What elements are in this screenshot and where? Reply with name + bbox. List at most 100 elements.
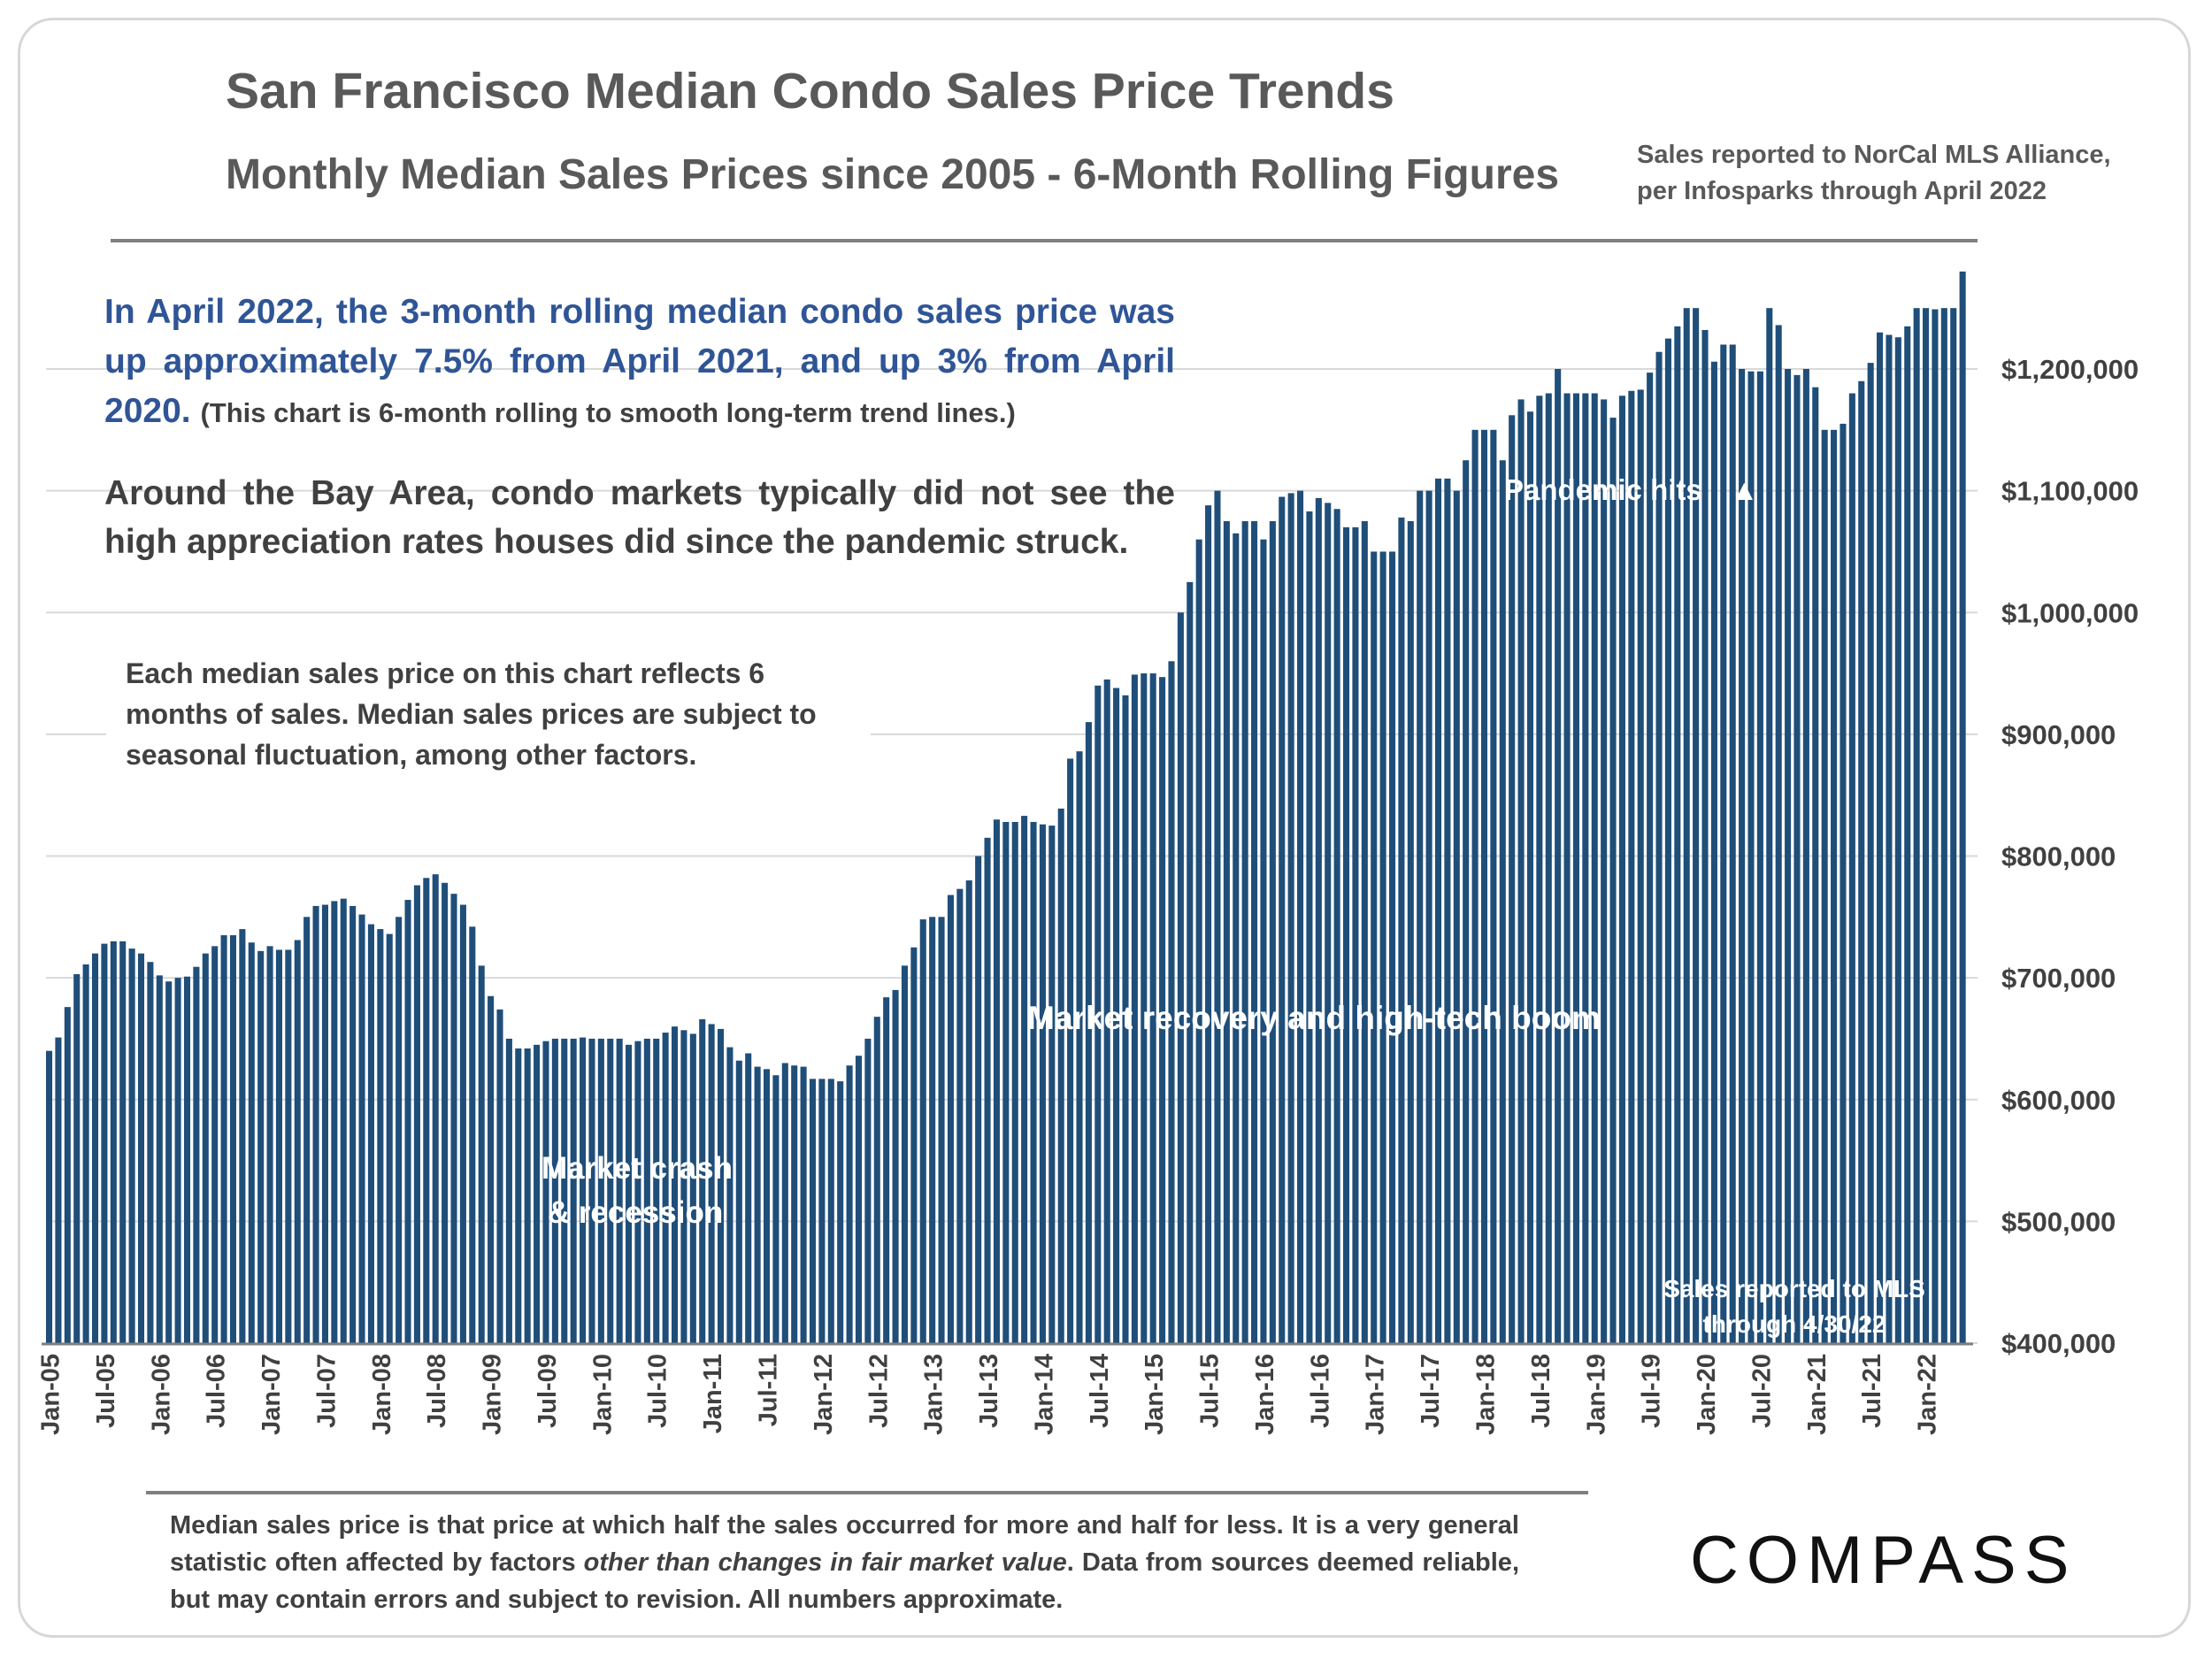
bar	[321, 904, 328, 1343]
y-tick-label: $1,000,000	[2001, 597, 2139, 628]
bar	[699, 1018, 706, 1343]
chart-annotations: Market crash & recession Market recovery a…	[541, 473, 1925, 1338]
bar	[626, 1044, 633, 1343]
x-tick-label: Jan-06	[147, 1354, 175, 1435]
bar	[1371, 551, 1378, 1343]
bar	[377, 929, 384, 1343]
bar	[616, 1038, 623, 1343]
bar	[1279, 496, 1286, 1343]
bar	[239, 929, 246, 1343]
bar	[73, 973, 81, 1343]
bar	[929, 917, 936, 1343]
bar	[892, 989, 899, 1343]
bar	[1848, 393, 1855, 1343]
bar	[1913, 308, 1920, 1343]
bar	[413, 885, 420, 1343]
bar	[542, 1041, 549, 1343]
bar	[1352, 526, 1359, 1343]
bar	[396, 917, 403, 1343]
bar	[1747, 371, 1755, 1344]
bar	[1683, 308, 1690, 1343]
bar	[459, 904, 466, 1343]
bar	[1425, 490, 1432, 1343]
bar	[1793, 374, 1801, 1344]
bar	[1241, 521, 1248, 1343]
bar	[1950, 308, 1957, 1343]
bar	[331, 901, 338, 1343]
bar	[864, 1038, 872, 1343]
bar	[534, 1044, 541, 1343]
bar	[1168, 661, 1175, 1343]
bar	[1122, 695, 1129, 1343]
bar	[809, 1079, 817, 1343]
bar	[488, 995, 495, 1343]
bar	[1453, 490, 1460, 1343]
bar	[717, 1028, 725, 1343]
annotation-recovery: Market recovery and high-tech boom	[1027, 1000, 1601, 1036]
bar	[1141, 673, 1148, 1343]
bar	[901, 965, 909, 1343]
bar	[220, 934, 227, 1343]
bar	[561, 1038, 568, 1343]
x-tick-label: Jan-13	[920, 1354, 949, 1435]
bar	[505, 1038, 512, 1343]
bar	[1647, 373, 1654, 1343]
y-tick-label: $900,000	[2001, 719, 2116, 750]
bar	[1149, 673, 1156, 1343]
bar	[1398, 517, 1405, 1343]
bar	[1480, 429, 1488, 1343]
bar	[1297, 490, 1304, 1343]
bar	[367, 924, 374, 1343]
bar	[156, 975, 163, 1343]
bar	[1417, 490, 1424, 1343]
bar	[423, 878, 430, 1343]
bar	[1490, 429, 1497, 1343]
bar	[442, 882, 449, 1343]
bar	[1959, 271, 1966, 1343]
bar	[1563, 393, 1571, 1343]
bar	[358, 914, 365, 1343]
x-tick-label: Jan-09	[479, 1354, 507, 1435]
x-tick-label: Jul-20	[1747, 1354, 1776, 1428]
bar	[1205, 505, 1212, 1343]
x-tick-label: Jan-18	[1471, 1354, 1500, 1435]
bar	[1609, 418, 1617, 1343]
bar	[800, 1066, 807, 1343]
y-tick-label: $800,000	[2001, 841, 2116, 872]
bar	[1177, 612, 1184, 1343]
bar	[1858, 380, 1865, 1344]
x-tick-label: Jul-21	[1858, 1354, 1886, 1428]
headline-commentary: In April 2022, the 3-month rolling media…	[104, 288, 1175, 438]
bar	[248, 942, 255, 1343]
bar	[1076, 751, 1083, 1343]
annotation-pandemic: Pandemic hits	[1504, 473, 1702, 506]
bar	[1923, 308, 1930, 1343]
bar	[1233, 533, 1240, 1343]
x-tick-label: Jul-19	[1638, 1354, 1666, 1428]
x-tick-label: Jan-14	[1030, 1354, 1058, 1435]
x-tick-label: Jan-22	[1914, 1354, 1942, 1435]
x-tick-label: Jul-08	[423, 1354, 451, 1428]
bar	[1739, 369, 1746, 1343]
bar	[1582, 393, 1589, 1343]
bar	[1664, 338, 1671, 1343]
bar	[883, 997, 890, 1343]
x-tick-label: Jan-20	[1693, 1354, 1721, 1435]
bay-area-commentary: Around the Bay Area, condo markets typic…	[104, 474, 1175, 561]
disclaimer: Median sales price is that price at whic…	[170, 1507, 1519, 1618]
x-tick-label: Jul-12	[864, 1354, 893, 1428]
y-tick-label: $1,100,000	[2001, 476, 2139, 507]
bar	[257, 950, 265, 1343]
bar	[1444, 478, 1451, 1343]
bar	[1572, 393, 1579, 1343]
bar	[993, 819, 1000, 1343]
bar	[1011, 821, 1018, 1343]
bar	[653, 1038, 660, 1343]
bar	[1526, 411, 1534, 1344]
bar	[229, 934, 237, 1343]
bars	[42, 271, 1973, 1346]
bar	[1195, 539, 1202, 1343]
bar	[910, 947, 918, 1343]
bar	[211, 946, 219, 1343]
